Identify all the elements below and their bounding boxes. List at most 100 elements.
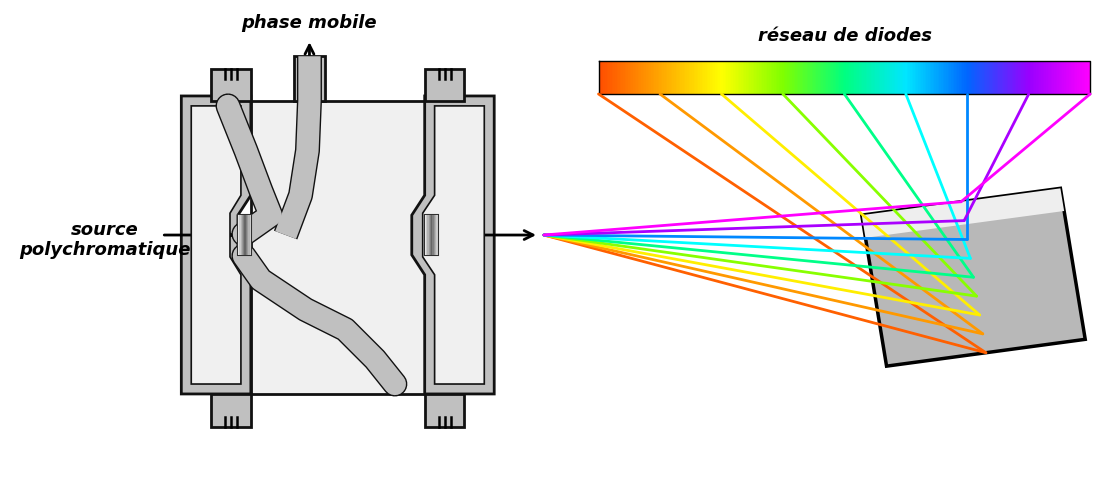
Polygon shape <box>645 61 646 94</box>
Polygon shape <box>725 61 726 94</box>
Polygon shape <box>959 61 961 94</box>
Polygon shape <box>631 61 633 94</box>
Polygon shape <box>946 61 948 94</box>
Polygon shape <box>412 96 495 394</box>
Polygon shape <box>764 61 765 94</box>
Polygon shape <box>603 61 605 94</box>
Polygon shape <box>818 61 820 94</box>
Polygon shape <box>673 61 674 94</box>
Polygon shape <box>769 61 771 94</box>
Polygon shape <box>986 61 987 94</box>
Polygon shape <box>734 61 736 94</box>
Polygon shape <box>248 215 250 255</box>
Polygon shape <box>821 61 824 94</box>
Polygon shape <box>824 61 825 94</box>
Polygon shape <box>755 61 758 94</box>
Polygon shape <box>181 96 251 394</box>
Polygon shape <box>744 61 746 94</box>
Polygon shape <box>885 61 887 94</box>
Polygon shape <box>1068 61 1069 94</box>
Polygon shape <box>843 61 845 94</box>
Polygon shape <box>846 61 847 94</box>
Polygon shape <box>1019 61 1022 94</box>
Polygon shape <box>928 61 930 94</box>
Polygon shape <box>988 61 990 94</box>
Polygon shape <box>652 61 655 94</box>
Polygon shape <box>1022 61 1023 94</box>
Polygon shape <box>893 61 895 94</box>
Polygon shape <box>666 61 667 94</box>
Polygon shape <box>685 61 687 94</box>
Polygon shape <box>810 61 811 94</box>
Polygon shape <box>782 61 783 94</box>
Polygon shape <box>1083 61 1085 94</box>
Polygon shape <box>779 61 780 94</box>
Polygon shape <box>881 61 882 94</box>
Polygon shape <box>980 61 982 94</box>
Polygon shape <box>1005 61 1007 94</box>
Polygon shape <box>825 61 826 94</box>
Polygon shape <box>690 61 692 94</box>
Polygon shape <box>425 394 464 427</box>
Polygon shape <box>697 61 698 94</box>
Polygon shape <box>615 61 617 94</box>
Polygon shape <box>743 61 744 94</box>
Polygon shape <box>786 61 787 94</box>
Polygon shape <box>903 61 905 94</box>
Polygon shape <box>698 61 700 94</box>
Polygon shape <box>789 61 790 94</box>
Polygon shape <box>1000 61 1002 94</box>
Polygon shape <box>991 61 994 94</box>
Polygon shape <box>1025 61 1026 94</box>
Polygon shape <box>1018 61 1019 94</box>
Polygon shape <box>967 61 969 94</box>
Polygon shape <box>976 61 977 94</box>
Polygon shape <box>707 61 708 94</box>
Polygon shape <box>1012 61 1013 94</box>
Polygon shape <box>877 61 878 94</box>
Polygon shape <box>670 61 673 94</box>
Polygon shape <box>1051 61 1053 94</box>
Polygon shape <box>649 61 651 94</box>
Polygon shape <box>1050 61 1051 94</box>
Polygon shape <box>765 61 768 94</box>
Polygon shape <box>741 61 743 94</box>
Polygon shape <box>713 61 715 94</box>
Polygon shape <box>1033 61 1034 94</box>
Polygon shape <box>623 61 624 94</box>
Polygon shape <box>850 61 853 94</box>
Polygon shape <box>808 61 810 94</box>
Polygon shape <box>1034 61 1036 94</box>
Polygon shape <box>1002 61 1004 94</box>
Polygon shape <box>1054 61 1055 94</box>
Polygon shape <box>658 61 659 94</box>
Polygon shape <box>1040 61 1041 94</box>
Polygon shape <box>916 61 918 94</box>
Polygon shape <box>835 61 836 94</box>
Polygon shape <box>956 61 958 94</box>
Polygon shape <box>251 101 425 394</box>
Polygon shape <box>726 61 728 94</box>
Polygon shape <box>797 61 799 94</box>
Polygon shape <box>634 61 637 94</box>
Polygon shape <box>774 61 775 94</box>
Polygon shape <box>661 61 662 94</box>
Polygon shape <box>845 61 846 94</box>
Polygon shape <box>600 61 602 94</box>
Polygon shape <box>1075 61 1078 94</box>
Polygon shape <box>940 61 941 94</box>
Polygon shape <box>862 188 1085 366</box>
Polygon shape <box>862 188 1064 238</box>
Polygon shape <box>882 61 884 94</box>
Polygon shape <box>888 61 891 94</box>
Polygon shape <box>736 61 737 94</box>
Polygon shape <box>801 61 803 94</box>
Polygon shape <box>899 61 900 94</box>
Polygon shape <box>831 61 833 94</box>
Polygon shape <box>1055 61 1057 94</box>
Polygon shape <box>909 61 910 94</box>
Polygon shape <box>811 61 814 94</box>
Polygon shape <box>944 61 946 94</box>
Polygon shape <box>796 61 797 94</box>
Polygon shape <box>814 61 815 94</box>
